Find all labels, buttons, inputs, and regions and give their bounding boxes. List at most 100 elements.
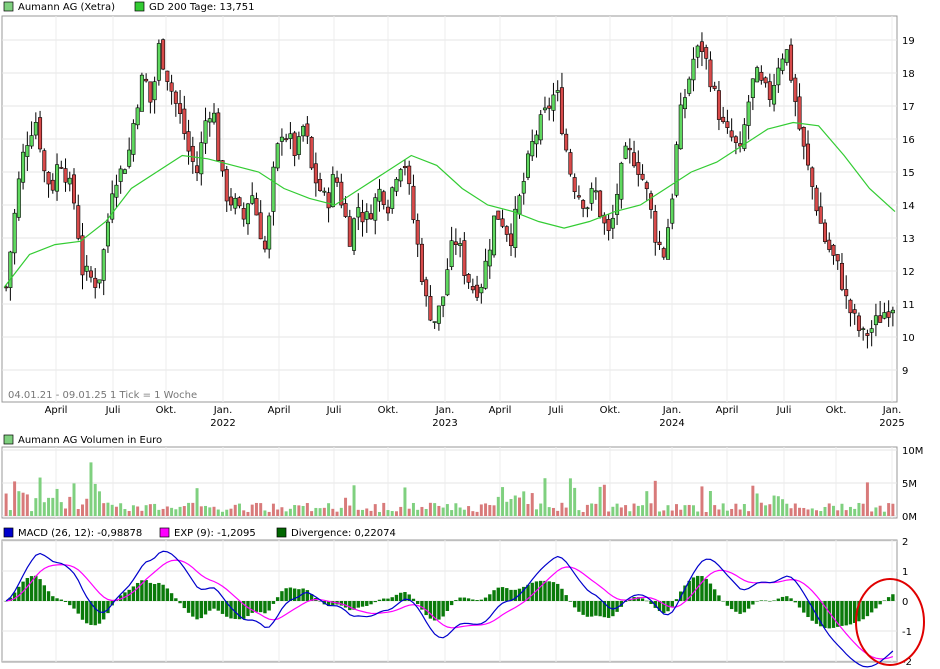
volume-bar: [488, 505, 492, 516]
candle-up: [233, 197, 238, 209]
divergence-bar: [759, 600, 764, 601]
candle-up: [25, 145, 30, 157]
volume-bar: [785, 503, 789, 516]
divergence-bar: [649, 601, 653, 604]
price-y-tick-label: 10: [902, 333, 915, 344]
candle-up: [16, 178, 21, 218]
candle-up: [610, 217, 615, 229]
divergence-bar: [471, 599, 475, 601]
volume-bar: [30, 511, 34, 516]
divergence-bar: [284, 588, 288, 601]
candle-down: [381, 191, 386, 205]
volume-bar: [339, 507, 343, 516]
volume-bar: [721, 503, 725, 516]
price-y-tick-label: 14: [902, 201, 915, 212]
volume-bar: [543, 478, 547, 516]
candle-down: [653, 211, 658, 243]
divergence-bar: [42, 585, 47, 601]
volume-bar: [611, 506, 615, 516]
divergence-bar: [106, 601, 110, 614]
candle-down: [716, 90, 721, 120]
divergence-bar: [271, 601, 276, 604]
candle-up: [301, 125, 306, 137]
candle-down: [793, 77, 798, 102]
divergence-bar: [687, 580, 691, 601]
divergence-bar: [407, 594, 411, 601]
divergence-bar: [309, 594, 314, 601]
x-tick-label-month: Okt.: [600, 405, 621, 416]
volume-bar: [641, 505, 645, 516]
candle-up: [691, 58, 696, 81]
divergence-bar: [356, 601, 360, 608]
divergence-bar: [432, 601, 437, 621]
volume-bar: [378, 511, 381, 516]
volume-bar: [55, 488, 59, 516]
candle-down: [644, 182, 649, 190]
candle-up: [513, 208, 518, 248]
candle-down: [606, 219, 611, 231]
candle-up: [882, 312, 887, 319]
volume-bar: [742, 504, 746, 516]
candle-down: [428, 296, 433, 321]
divergence-bar: [530, 582, 534, 601]
volume-bar: [666, 505, 670, 516]
volume-bar: [4, 493, 8, 516]
candle-down: [835, 254, 840, 262]
divergence-bar: [717, 595, 721, 601]
candle-down: [335, 177, 340, 183]
volume-bar: [344, 497, 348, 516]
volume-bar: [450, 510, 454, 516]
candle-down: [237, 197, 242, 207]
volume-bar: [34, 498, 38, 516]
divergence-bar: [445, 601, 450, 612]
x-tick-label-month: Jan.: [662, 405, 682, 416]
macd-y-tick-label: 2: [902, 537, 908, 548]
volume-bar: [331, 508, 335, 516]
divergence-bar: [827, 601, 831, 629]
candle-up: [479, 286, 484, 294]
volume-bar: [352, 485, 356, 516]
price-candles: [4, 32, 895, 349]
divergence-bar: [526, 584, 530, 601]
legend-swatch: [276, 527, 287, 538]
candle-up: [750, 78, 755, 98]
price-y-tick-label: 9: [902, 366, 908, 377]
volume-bar: [675, 504, 678, 516]
candle-down: [789, 44, 794, 81]
candle-up: [156, 43, 161, 81]
volume-bar: [551, 507, 555, 516]
candle-down: [767, 81, 772, 100]
divergence-bar: [844, 601, 848, 626]
volume-bar: [250, 504, 254, 516]
volume-bar: [416, 509, 420, 516]
candle-up: [207, 118, 212, 123]
volume-bar: [280, 507, 284, 516]
divergence-bar: [34, 575, 38, 601]
divergence-bar: [352, 601, 356, 610]
volume-bar: [428, 502, 432, 516]
divergence-bar: [55, 598, 59, 601]
candle-up: [538, 114, 543, 141]
volume-bar: [861, 503, 865, 516]
volume-bar: [594, 503, 598, 516]
divergence-bar: [763, 600, 768, 602]
divergence-bar: [373, 601, 377, 603]
divergence-bar: [738, 601, 742, 614]
divergence-bar: [814, 601, 819, 624]
candle-up: [521, 181, 526, 194]
volume-bar: [127, 510, 131, 516]
divergence-bar: [742, 601, 747, 613]
divergence-bar: [140, 580, 144, 601]
volume-bar: [479, 504, 483, 516]
candle-down: [649, 193, 654, 210]
candle-down: [763, 77, 768, 84]
candle-down: [309, 137, 314, 169]
candle-down: [827, 239, 832, 250]
divergence-bar: [539, 580, 543, 601]
price-legend: Aumann AG (Xetra) GD 200 Tage: 13,751: [3, 1, 255, 13]
volume-bar: [47, 497, 51, 516]
candle-up: [33, 122, 38, 136]
volume-bar: [878, 505, 882, 516]
volume-bar: [42, 502, 46, 516]
